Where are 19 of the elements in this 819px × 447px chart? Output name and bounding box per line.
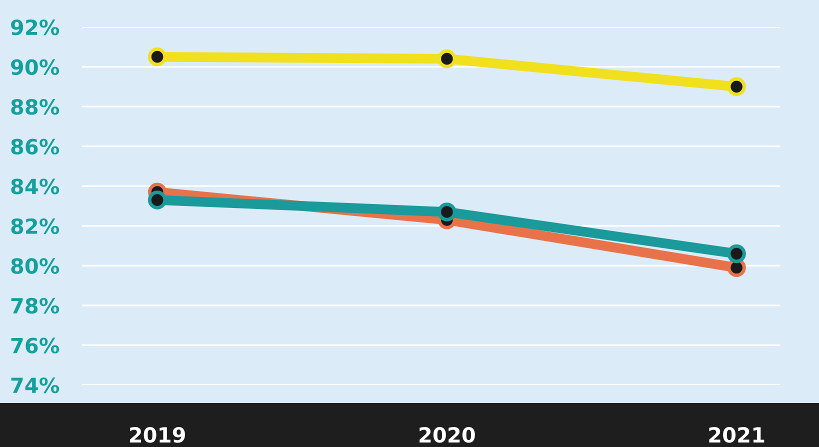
x-tick-label: 2021 [709,427,764,443]
y-tick-label: 80% [11,258,60,274]
y-tick-label: 90% [10,59,60,75]
y-tick-label: 78% [11,298,60,314]
y-tick-label: 76% [11,338,60,354]
x-tick-label: 2020 [420,427,475,443]
point [727,77,746,96]
y-tick-label: 88% [11,99,60,115]
x-tick-label: 2019 [130,427,185,443]
y-tick-label: 92% [10,19,60,36]
y-tick-label: 86% [11,138,60,155]
point [438,202,456,222]
y-tick-label: 84% [11,178,60,194]
y-tick-label: 82% [11,218,60,234]
point [438,49,456,68]
point [727,244,746,264]
y-tick-label: 74% [11,377,60,394]
point [148,47,167,66]
point [148,190,167,210]
